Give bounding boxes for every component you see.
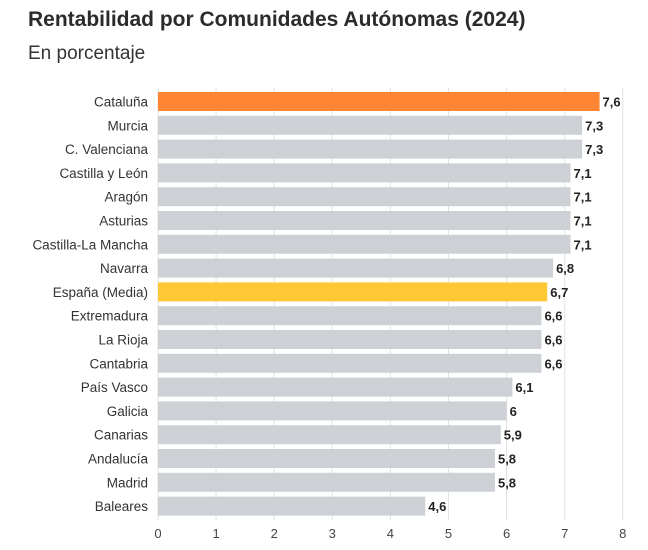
bar [158, 330, 542, 349]
category-label: País Vasco [81, 380, 148, 395]
category-label: La Rioja [98, 333, 148, 348]
value-label: 5,9 [504, 428, 522, 443]
category-label: España (Media) [53, 285, 148, 300]
bar [158, 115, 583, 135]
value-label: 7,1 [574, 237, 592, 252]
value-label: 7,1 [574, 166, 592, 181]
category-label: Baleares [95, 499, 149, 514]
bar [158, 139, 583, 159]
bar [158, 472, 495, 492]
value-label: 6,1 [515, 380, 533, 395]
value-label: 7,3 [585, 142, 603, 157]
value-label: 7,6 [603, 95, 621, 110]
value-label: 6,6 [544, 356, 562, 371]
value-label: 6,6 [544, 309, 562, 324]
value-label: 6,7 [550, 285, 568, 300]
bar [158, 425, 501, 445]
category-label: Cantabria [89, 356, 148, 371]
value-label: 6 [510, 404, 517, 419]
value-label: 7,3 [585, 118, 603, 133]
category-label: Aragón [104, 190, 148, 205]
bar [158, 401, 507, 421]
x-tick-label: 0 [154, 526, 161, 541]
bar [158, 163, 571, 183]
category-label: Canarias [94, 428, 148, 443]
category-label: Extremadura [71, 309, 149, 324]
category-label: Galicia [107, 404, 149, 419]
value-label: 6,6 [544, 333, 562, 348]
bar [158, 211, 571, 230]
category-label: Murcia [107, 118, 148, 133]
x-tick-label: 1 [212, 526, 219, 541]
bar [158, 353, 542, 373]
category-label: Asturias [99, 214, 148, 229]
value-label: 5,8 [498, 452, 516, 467]
x-tick-label: 6 [503, 526, 510, 541]
bar [158, 306, 542, 326]
value-label: 4,6 [428, 499, 446, 514]
category-label: Andalucía [88, 452, 149, 467]
bar [158, 496, 426, 516]
category-label: Castilla y León [59, 166, 148, 181]
value-label: 7,1 [574, 214, 592, 229]
x-tick-label: 4 [387, 526, 394, 541]
x-tick-label: 8 [619, 526, 626, 541]
bar [158, 449, 495, 468]
chart-title: Rentabilidad por Comunidades Autónomas (… [28, 8, 526, 31]
value-label: 7,1 [574, 190, 592, 205]
bar [158, 258, 554, 278]
value-label: 6,8 [556, 261, 574, 276]
bar [158, 92, 600, 111]
value-label: 5,8 [498, 475, 516, 490]
bar [158, 282, 548, 302]
bar [158, 187, 571, 207]
x-tick-label: 3 [329, 526, 336, 541]
category-label: C. Valenciana [65, 142, 149, 157]
chart-subtitle: En porcentaje [28, 43, 146, 64]
x-tick-label: 2 [271, 526, 278, 541]
category-label: Madrid [107, 475, 148, 490]
category-label: Navarra [100, 261, 149, 276]
bar [158, 377, 513, 397]
x-tick-label: 5 [445, 526, 452, 541]
category-label: Castilla-La Mancha [32, 237, 148, 252]
bar [158, 234, 571, 254]
category-label: Cataluña [94, 95, 149, 110]
x-tick-label: 7 [561, 526, 568, 541]
